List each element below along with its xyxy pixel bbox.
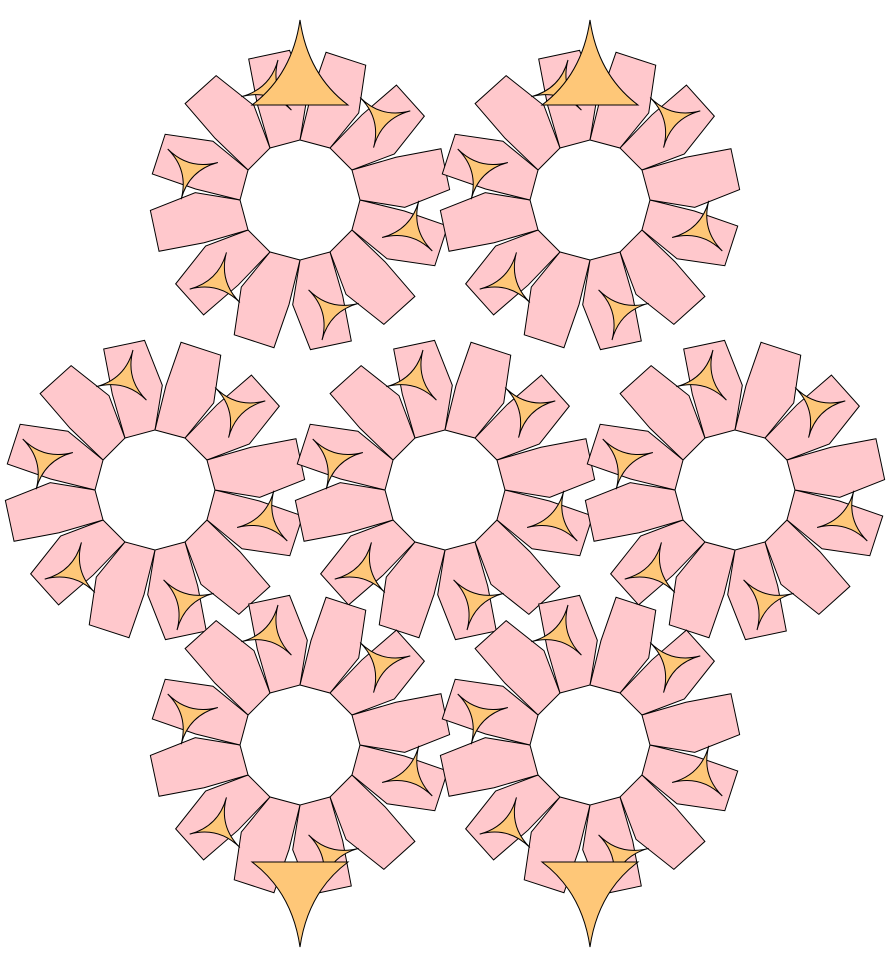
triskelion-tile [457,693,509,745]
triskelion-tile [649,642,701,693]
triskelion-tile [163,579,214,631]
triskelion-tile [359,642,411,693]
triskelion-tile [479,797,531,848]
rhombus-tile [496,438,596,498]
triskelion-tile [649,97,701,148]
triskelion-tile [602,438,654,490]
rhombus-tile [786,438,886,498]
outer-tip [250,861,350,948]
outer-tip [250,19,350,106]
triskelion-tile [676,349,727,401]
rhombus-tile [206,438,306,498]
triskelion-tile [334,542,386,593]
triskelion-tile [214,387,266,438]
triskelion-tile [96,349,147,401]
triskelion-tile [526,490,578,542]
triskelion-tile [236,490,288,542]
triskelion-tile [381,200,433,252]
triskelion-tile [743,579,794,631]
rhombus-tile [641,148,741,208]
triskelion-tile [816,490,868,542]
triskelion-tile [598,834,649,886]
rhombus-tile [351,693,451,753]
rhombus-layer [4,49,886,896]
triskelion-tile [457,148,509,200]
triskelion-tile [308,834,359,886]
outer-tip [540,19,640,106]
outer-tip-layer [250,19,640,948]
triskelion-tile [308,289,359,341]
triskelion-tile [624,542,676,593]
triskelion-tile [671,745,723,797]
triskelion-tile [167,693,219,745]
triskelion-tile [671,200,723,252]
rhombus-tile [351,148,451,208]
triskelion-tile [44,542,96,593]
triskelion-tile [189,252,241,303]
triskelion-tile [312,438,364,490]
triskelion-tile [167,148,219,200]
rhombus-tile [641,693,741,753]
triskelion-tile [22,438,74,490]
triskelion-tile [531,604,582,656]
triskelion-tile [386,349,437,401]
triskelion-tile [453,579,504,631]
triskelion-tile [381,745,433,797]
triskelion-tile [241,604,292,656]
triskelion-tile [598,289,649,341]
triskelion-tile [794,387,846,438]
triskelion-tile [189,797,241,848]
triskelion-tile [479,252,531,303]
triskelion-tile [359,97,411,148]
outer-tip [540,861,640,948]
triskelion-tile [504,387,556,438]
